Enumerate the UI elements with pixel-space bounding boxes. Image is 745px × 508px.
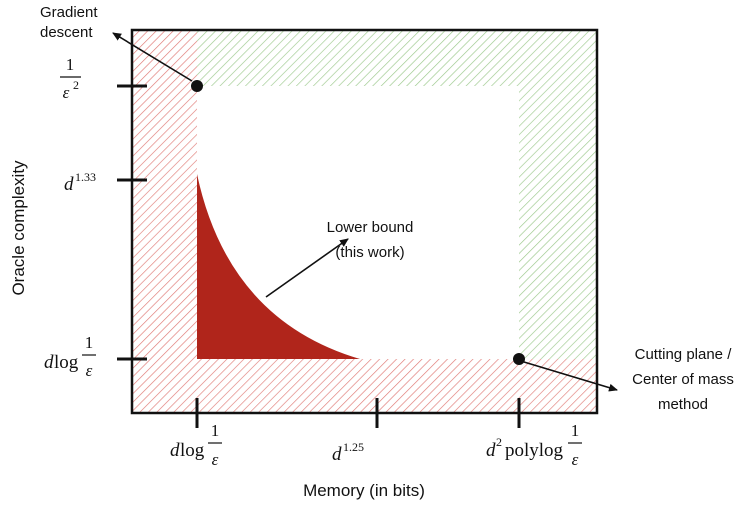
y-label-one-over-eps-sq: 1 ε 2 (60, 55, 81, 102)
svg-text:d: d (332, 444, 342, 465)
svg-text:1: 1 (211, 421, 220, 440)
plot-frame (130, 28, 599, 415)
svg-text:1.33: 1.33 (75, 170, 96, 184)
cutting-plane-label-line2: Center of mass (632, 371, 734, 388)
gradient-descent-label-line1: Gradient (40, 4, 98, 21)
svg-text:2: 2 (73, 78, 79, 92)
suboptimal-region-green (197, 30, 597, 359)
lower-bound-label-line1: Lower bound (327, 219, 414, 236)
lower-bound-label-line2: (this work) (335, 244, 404, 261)
svg-text:1: 1 (571, 421, 580, 440)
cutting-plane-point (513, 353, 525, 365)
lower-bound-arrow (265, 238, 349, 298)
svg-text:ε: ε (86, 361, 93, 380)
svg-text:log: log (54, 352, 79, 373)
svg-text:d: d (170, 440, 180, 461)
svg-text:d: d (64, 174, 74, 195)
y-label-d-1-33: d 1.33 (64, 170, 96, 195)
svg-text:polylog: polylog (505, 440, 564, 461)
svg-text:d: d (486, 440, 496, 461)
x-axis-title: Memory (in bits) (303, 481, 425, 500)
svg-text:log: log (180, 440, 205, 461)
x-label-d2polylog: d 2 polylog 1 ε (486, 421, 582, 469)
gradient-descent-point (191, 80, 203, 92)
y-axis-title: Oracle complexity (9, 160, 28, 296)
gradient-descent-label-line2: descent (40, 24, 93, 41)
svg-text:ε: ε (212, 450, 219, 469)
svg-text:2: 2 (496, 435, 502, 449)
cutting-plane-arrow (523, 361, 618, 392)
svg-text:1: 1 (66, 55, 75, 74)
x-label-d-1-25: d 1.25 (332, 440, 364, 465)
svg-text:d: d (44, 352, 54, 373)
svg-text:1.25: 1.25 (343, 440, 364, 454)
svg-text:ε: ε (572, 450, 579, 469)
x-label-dlog: d log 1 ε (170, 421, 222, 469)
lower-bound-region (197, 174, 360, 359)
svg-text:1: 1 (85, 333, 94, 352)
cutting-plane-label-line1: Cutting plane / (635, 346, 733, 363)
svg-text:ε: ε (63, 83, 70, 102)
cutting-plane-label-line3: method (658, 396, 708, 413)
y-label-dlog: d log 1 ε (44, 333, 96, 380)
gradient-descent-arrow (112, 32, 193, 82)
